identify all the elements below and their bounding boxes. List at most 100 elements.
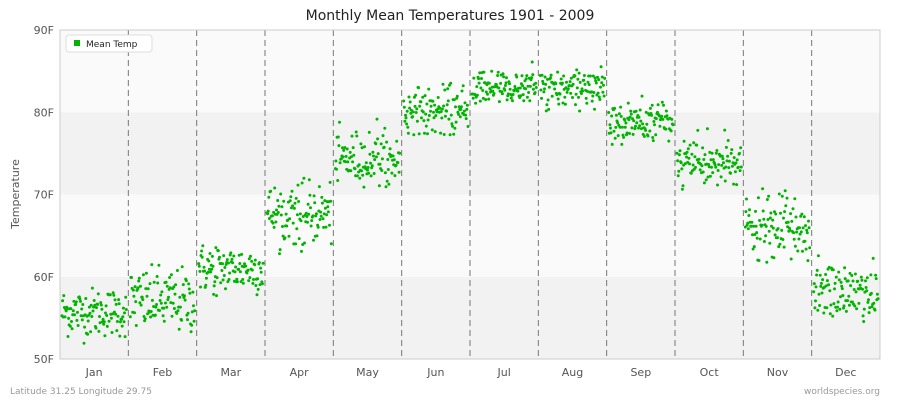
data-point: [686, 147, 690, 151]
data-point: [773, 210, 776, 214]
data-point: [815, 273, 819, 277]
data-point: [665, 114, 669, 118]
data-point: [593, 107, 596, 111]
data-point: [212, 284, 216, 288]
data-point: [69, 307, 73, 311]
data-point: [403, 119, 407, 123]
data-point: [632, 119, 636, 123]
data-point: [471, 96, 475, 100]
data-point: [267, 195, 271, 199]
data-point: [363, 145, 366, 149]
data-point: [191, 290, 195, 294]
data-point: [358, 176, 362, 180]
data-point: [749, 224, 753, 228]
data-point: [854, 290, 858, 294]
data-point: [519, 94, 523, 98]
data-point: [430, 128, 434, 132]
data-point: [366, 166, 370, 169]
data-point: [341, 146, 344, 150]
data-point: [422, 119, 426, 123]
legend-swatch: [74, 40, 80, 46]
data-point: [736, 165, 740, 169]
data-point: [352, 153, 356, 157]
data-point: [306, 220, 309, 224]
data-point: [690, 152, 694, 156]
data-point: [584, 96, 588, 100]
data-point: [287, 234, 291, 238]
data-point: [348, 150, 352, 154]
x-tick-label: Oct: [700, 366, 720, 379]
data-point: [295, 213, 299, 217]
data-point: [764, 234, 768, 238]
data-point: [66, 335, 70, 338]
data-point: [68, 324, 72, 328]
data-point: [464, 113, 468, 117]
data-point: [484, 98, 488, 102]
data-point: [720, 163, 724, 167]
data-point: [711, 171, 715, 175]
data-point: [322, 225, 326, 229]
data-point: [492, 92, 496, 95]
data-point: [344, 160, 347, 164]
data-point: [521, 93, 525, 97]
data-point: [550, 94, 554, 98]
data-point: [781, 238, 785, 241]
data-point: [474, 101, 478, 105]
data-point: [596, 91, 600, 95]
data-point: [167, 295, 170, 299]
data-point: [450, 122, 454, 126]
data-point: [872, 301, 876, 305]
data-point: [726, 154, 730, 158]
data-point: [762, 217, 766, 221]
data-point: [391, 154, 395, 158]
data-point: [361, 173, 365, 177]
data-point: [141, 298, 145, 302]
data-point: [546, 98, 550, 102]
data-point: [312, 238, 315, 242]
data-point: [436, 107, 440, 111]
y-tick-labels: 50F 60F 70F 80F 90F: [34, 24, 54, 366]
data-point: [382, 145, 386, 149]
data-point: [393, 174, 397, 178]
data-point: [245, 271, 249, 275]
data-point: [346, 160, 350, 164]
data-point: [542, 90, 546, 94]
data-point: [91, 309, 95, 313]
data-point: [783, 210, 787, 214]
data-point: [828, 312, 832, 316]
data-point: [115, 329, 119, 333]
data-point: [280, 205, 284, 209]
data-point: [637, 126, 640, 130]
data-point: [762, 240, 766, 243]
data-point: [118, 320, 122, 324]
data-point: [481, 96, 485, 100]
data-point: [319, 214, 323, 218]
data-point: [453, 126, 457, 130]
data-point: [630, 126, 634, 130]
data-point: [373, 158, 377, 162]
data-point: [746, 227, 750, 231]
data-point: [284, 212, 288, 216]
data-point: [840, 287, 844, 291]
data-point: [726, 139, 730, 142]
data-point: [411, 115, 415, 119]
data-point: [120, 324, 124, 328]
data-point: [639, 119, 643, 123]
data-point: [555, 93, 559, 97]
data-point: [576, 77, 580, 81]
data-point: [755, 236, 759, 240]
data-point: [289, 195, 293, 199]
data-point: [218, 255, 221, 259]
data-point: [374, 142, 378, 146]
data-point: [435, 110, 439, 114]
data-point: [574, 92, 578, 96]
data-point: [432, 110, 435, 114]
data-point: [323, 206, 327, 210]
data-point: [819, 284, 823, 288]
data-point: [805, 231, 809, 235]
data-point: [837, 278, 841, 282]
data-point: [875, 292, 879, 296]
data-point: [568, 80, 572, 84]
data-point: [777, 245, 781, 249]
data-point: [215, 276, 219, 280]
